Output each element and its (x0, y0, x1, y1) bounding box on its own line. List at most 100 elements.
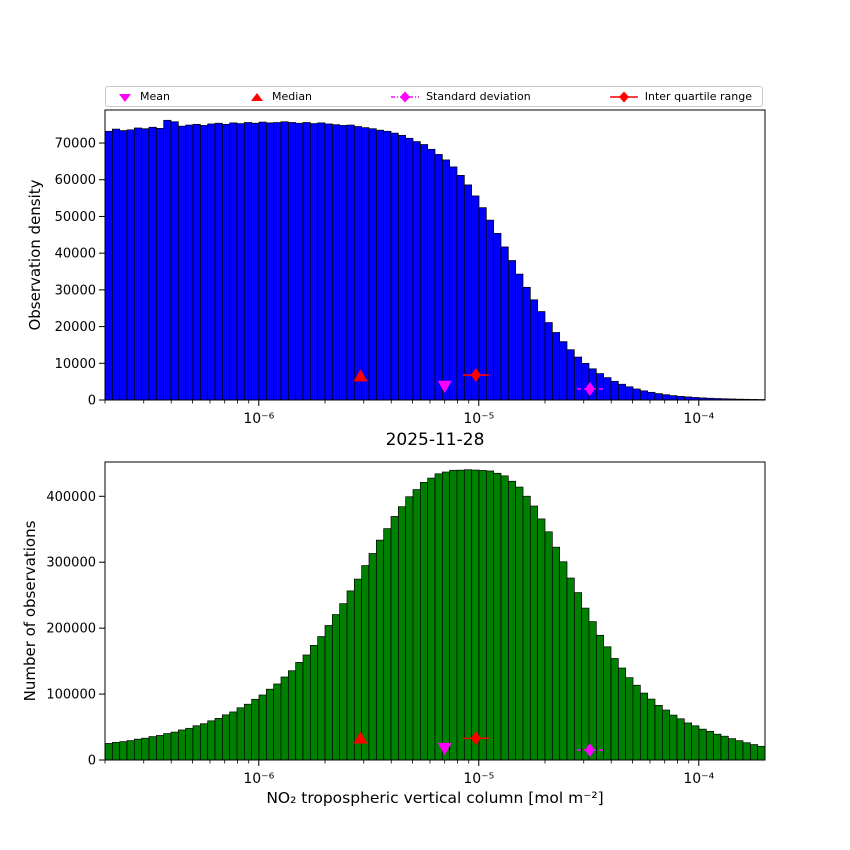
histogram-bar (463, 184, 473, 401)
legend-label-standard-deviation: Standard deviation (426, 90, 531, 103)
histogram-bar (309, 123, 319, 401)
histogram-bar (148, 736, 157, 761)
histogram-bar (617, 383, 627, 401)
y-tick-label: 20000 (55, 320, 96, 335)
histogram-bar (749, 744, 759, 761)
histogram-bar (449, 469, 458, 761)
legend-label-median: Median (272, 90, 313, 103)
histogram-bar (383, 528, 392, 761)
histogram-bar (595, 373, 605, 401)
histogram-bar (603, 646, 612, 761)
median-triangle-up-icon (251, 92, 264, 101)
histogram-bar (434, 154, 443, 401)
histogram-bar (639, 692, 649, 761)
legend-label-mean: Mean (140, 90, 170, 103)
histogram-bar (632, 388, 641, 401)
histogram-bar (573, 356, 583, 401)
histogram-bar (126, 740, 135, 761)
y-tick-label: 400000 (46, 490, 96, 505)
histogram-bar (207, 720, 216, 761)
histogram-bar (287, 670, 297, 761)
histogram-bar (493, 472, 502, 761)
histogram-bar (698, 728, 707, 761)
histogram-bar (251, 122, 260, 401)
histogram-bar (478, 470, 487, 761)
histogram-bar (199, 125, 209, 401)
histogram-bar (551, 546, 561, 761)
histogram-bar (405, 137, 414, 401)
histogram-bar (573, 592, 583, 761)
histogram-bar (339, 125, 348, 401)
histogram-bar (346, 124, 355, 401)
histogram-bar (581, 607, 590, 761)
histogram-bar (368, 128, 377, 401)
histogram-bar (104, 743, 113, 761)
histogram-bar (265, 122, 275, 401)
histogram-bar (427, 148, 436, 401)
histogram-bar (375, 129, 385, 401)
histogram-bar (647, 391, 656, 401)
histogram-bar (309, 645, 319, 761)
histogram-bar (243, 703, 253, 761)
marker-inter-quartile-range (470, 368, 481, 383)
y-tick-label: 40000 (55, 247, 96, 262)
histogram-bar (537, 518, 546, 761)
histogram-bar (507, 260, 517, 401)
histogram-bar (529, 505, 539, 761)
histogram-bar (192, 123, 201, 401)
histogram-bar (397, 506, 407, 761)
histogram-bar (221, 123, 231, 401)
axes-spines (104, 109, 766, 401)
histogram-bar (258, 121, 267, 401)
histogram-bar (324, 625, 333, 761)
legend-item-standard-deviation: Standard deviation (390, 90, 531, 104)
y-tick-label: 50000 (55, 210, 96, 225)
histogram-bar (199, 723, 209, 761)
histogram-bar (691, 725, 700, 761)
x-axis-label: NO₂ tropospheric vertical column [mol m⁻… (266, 789, 604, 807)
histogram-bar (324, 123, 333, 401)
histogram-bar (170, 121, 179, 401)
histogram-bar (441, 471, 451, 761)
histogram-bar (456, 469, 465, 761)
histogram-bar (595, 634, 605, 761)
histogram-bar (507, 480, 517, 761)
histogram-bar (639, 390, 649, 401)
histogram-bar (683, 722, 693, 761)
histogram-bar (654, 704, 663, 761)
histogram-bar (669, 714, 678, 761)
histogram-bar (295, 662, 304, 761)
marker-standard-deviation (584, 381, 595, 396)
x-tick-label: 10⁻⁶ (243, 411, 274, 427)
histogram-bar (581, 362, 590, 401)
histogram-bar (317, 636, 326, 761)
histogram-bar (735, 740, 744, 761)
y-tick-label: 10000 (55, 357, 96, 372)
histogram-bar (243, 122, 253, 401)
histogram-bar (111, 128, 121, 401)
histogram-bar (559, 341, 568, 401)
histogram-bar (610, 380, 619, 401)
histogram-bar (427, 477, 436, 761)
y-tick-label: 0 (88, 394, 96, 409)
histogram-bar (119, 130, 128, 401)
top-y-axis-label: Observation density (26, 179, 44, 331)
histogram-bar (148, 126, 157, 401)
histogram-bar (434, 473, 443, 761)
histogram-bar (177, 125, 187, 401)
histogram-bar (104, 130, 113, 401)
histogram-bar (163, 119, 172, 401)
histogram-bar (757, 745, 766, 761)
histogram-bar (170, 731, 179, 761)
histogram-bar (236, 707, 245, 761)
y-tick-label: 60000 (55, 173, 96, 188)
histogram-bar (566, 349, 575, 401)
histogram-bar (603, 377, 612, 401)
legend-label-inter-quartile-range: Inter quartile range (644, 90, 752, 103)
histogram-bar (515, 273, 524, 401)
marker-inter-quartile-range (470, 731, 481, 746)
histogram-bar (647, 698, 656, 761)
histogram-bar (544, 531, 553, 761)
